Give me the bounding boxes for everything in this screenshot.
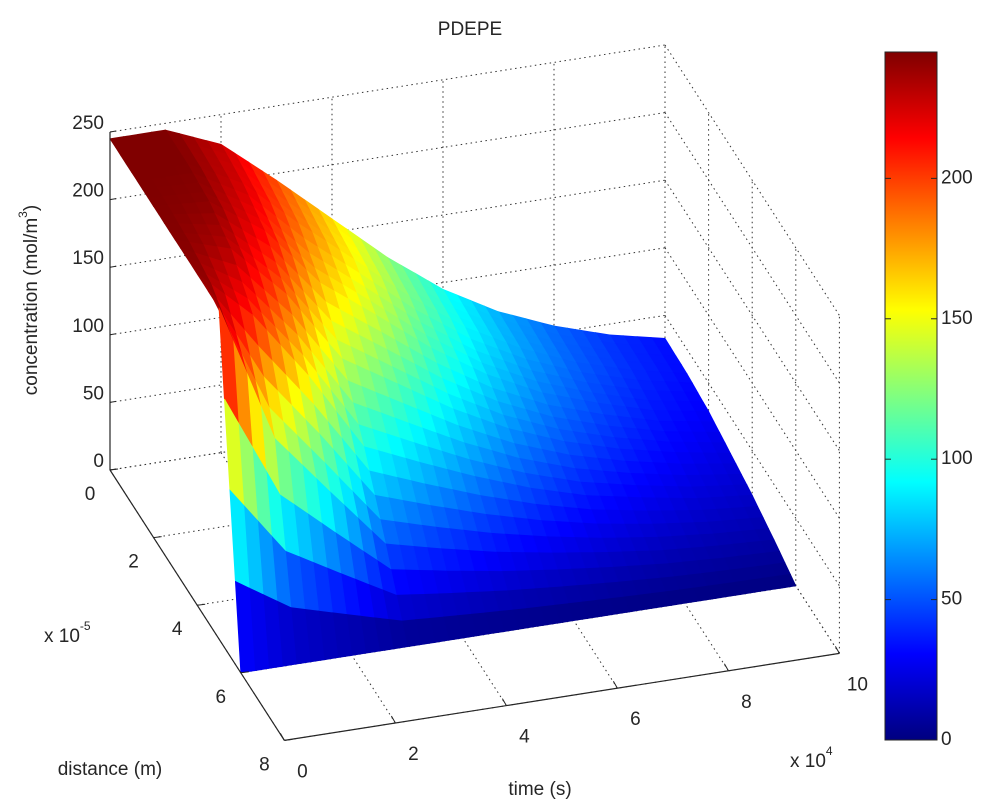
y-axis-label: distance (m) xyxy=(58,759,163,780)
y-tick-label: 2 xyxy=(128,552,139,573)
y-tick-label: 6 xyxy=(216,687,227,708)
z-tick-label: 0 xyxy=(93,451,104,472)
colorbar-scale xyxy=(884,51,938,741)
chart-title: PDEPE xyxy=(438,19,502,40)
tick-mark xyxy=(109,198,117,201)
z-label-text: concentration (mol/m xyxy=(21,218,42,395)
z-tick-label: 150 xyxy=(72,248,104,269)
axis-line xyxy=(284,652,840,741)
grid-line xyxy=(664,179,840,451)
grid-line xyxy=(109,112,666,201)
exponent-base: x 10 xyxy=(790,751,826,772)
y-exponent: x 10-5 xyxy=(44,619,91,647)
tick-mark xyxy=(109,400,117,403)
tick-mark xyxy=(109,265,117,268)
z-tick-label: 100 xyxy=(72,316,104,337)
y-tick-label: 8 xyxy=(259,754,270,775)
tick-mark xyxy=(109,468,119,471)
tick-mark xyxy=(834,646,840,654)
z-tick-label: 200 xyxy=(72,181,104,202)
grid-line xyxy=(109,179,666,268)
surface xyxy=(109,129,797,674)
tick-mark xyxy=(279,733,285,741)
tick-mark xyxy=(390,715,396,724)
colorbar-tick-label: 100 xyxy=(941,448,973,469)
x-tick-label: 4 xyxy=(519,727,530,748)
x-exponent: x 104 xyxy=(790,744,833,772)
grid-line xyxy=(664,44,840,316)
tick-mark xyxy=(284,738,293,741)
z-label-sup: 3 xyxy=(16,211,30,218)
surface-patch xyxy=(234,580,256,674)
y-tick-label: 0 xyxy=(85,484,96,505)
z-tick-label: 250 xyxy=(72,113,104,134)
exponent-power: -5 xyxy=(80,619,91,633)
z-axis-label: concentration (mol/m3) xyxy=(16,205,42,395)
z-tick-label: 50 xyxy=(83,383,104,404)
colorbar: 0 50 100 150 200 xyxy=(884,51,973,750)
axes: 0 50 100 150 200 250 0 2 4 6 8 0 2 4 6 8 10 xyxy=(72,113,868,782)
x-tick-label: 2 xyxy=(408,744,419,765)
tick-mark xyxy=(612,680,618,689)
tick-mark xyxy=(153,536,162,539)
x-tick-label: 10 xyxy=(847,674,868,695)
x-axis-label: time (s) xyxy=(508,779,571,800)
x-tick-label: 8 xyxy=(741,692,752,713)
tick-mark xyxy=(197,603,206,606)
colorbar-tick-label: 200 xyxy=(941,167,973,188)
tick-mark xyxy=(109,333,117,336)
tick-mark xyxy=(240,671,249,674)
exponent-base: x 10 xyxy=(44,626,80,647)
y-tick-label: 4 xyxy=(172,619,183,640)
tick-mark xyxy=(723,663,729,672)
colorbar-tick-label: 150 xyxy=(941,308,973,329)
colorbar-tick-label: 0 xyxy=(941,729,952,750)
x-tick-label: 6 xyxy=(630,709,641,730)
z-label-text: ) xyxy=(21,205,42,211)
tick-mark xyxy=(109,130,117,133)
grid-line xyxy=(109,44,666,133)
x-tick-label: 0 xyxy=(297,761,308,782)
colorbar-tick-label: 50 xyxy=(941,589,962,610)
tick-mark xyxy=(501,698,507,706)
exponent-power: 4 xyxy=(826,744,833,758)
grid-line xyxy=(664,315,840,587)
